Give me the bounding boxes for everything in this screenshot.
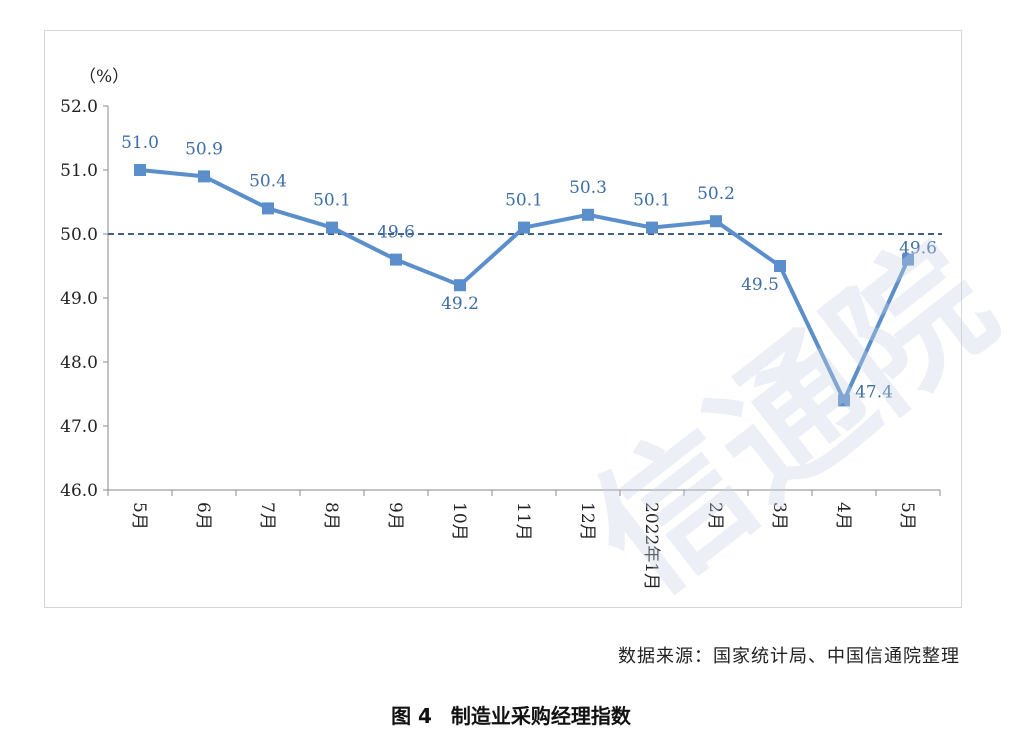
data-point [262,202,274,215]
x-tick-label: 2月 [705,502,725,530]
x-tick-label: 4月 [833,502,853,530]
data-point [774,260,786,272]
data-label: 50.9 [185,139,223,159]
x-tick-label: 5月 [897,502,917,530]
y-axis-label: （%） [79,67,129,87]
figure-number: 图 4 [391,704,432,728]
chart-frame: （%） 52.0 51.0 50.0 49.0 48.0 47.0 46.0 5月 6月 7月 8月 9… [44,30,962,608]
figure-caption: 图 4 制造业采购经理指数 [0,700,1022,729]
pmi-line-chart: （%） 52.0 51.0 50.0 49.0 48.0 47.0 46.0 5月 6月 7月 8月 9… [60,67,942,590]
data-point [198,170,210,183]
x-tick-label: 12月 [577,502,597,541]
data-point [518,221,530,234]
x-tick-label: 10月 [449,502,469,541]
data-point [646,221,658,234]
data-point [710,215,722,228]
data-label: 47.4 [855,382,893,402]
data-label: 49.6 [899,239,937,259]
data-label: 49.6 [377,223,415,243]
data-point [902,253,914,266]
x-tick-label: 9月 [385,502,405,530]
data-point [838,394,850,407]
figure-title: 制造业采购经理指数 [450,704,631,728]
data-label: 50.4 [249,171,287,191]
x-tick-label: 5月 [129,502,149,530]
source-note: 数据来源：国家统计局、中国信通院整理 [618,646,960,667]
y-tick-label: 51.0 [60,161,98,181]
x-tick-label: 11月 [513,502,533,541]
data-label: 51.0 [121,133,159,153]
data-label: 50.1 [633,191,671,211]
data-label: 50.2 [697,184,735,204]
data-label: 50.1 [313,191,351,211]
data-point [326,221,338,234]
y-tick-label: 48.0 [60,353,98,373]
data-point [390,253,402,266]
data-point [454,279,466,292]
y-tick-label: 52.0 [60,97,98,117]
data-point [134,164,146,176]
x-tick-label: 8月 [321,502,341,530]
y-tick-label: 46.0 [60,481,98,501]
y-tick-label: 49.0 [60,289,98,309]
data-label: 49.5 [741,275,779,295]
x-tick-label: 3月 [769,502,789,530]
data-point [582,208,594,221]
data-label: 50.3 [569,178,607,198]
x-tick-label: 7月 [257,502,277,530]
x-tick-label: 6月 [193,502,213,530]
data-label: 50.1 [505,191,543,211]
data-label: 49.2 [441,294,479,314]
y-tick-label: 50.0 [60,225,98,245]
x-tick-label: 2022年1月 [641,502,661,590]
y-tick-label: 47.0 [60,417,98,437]
